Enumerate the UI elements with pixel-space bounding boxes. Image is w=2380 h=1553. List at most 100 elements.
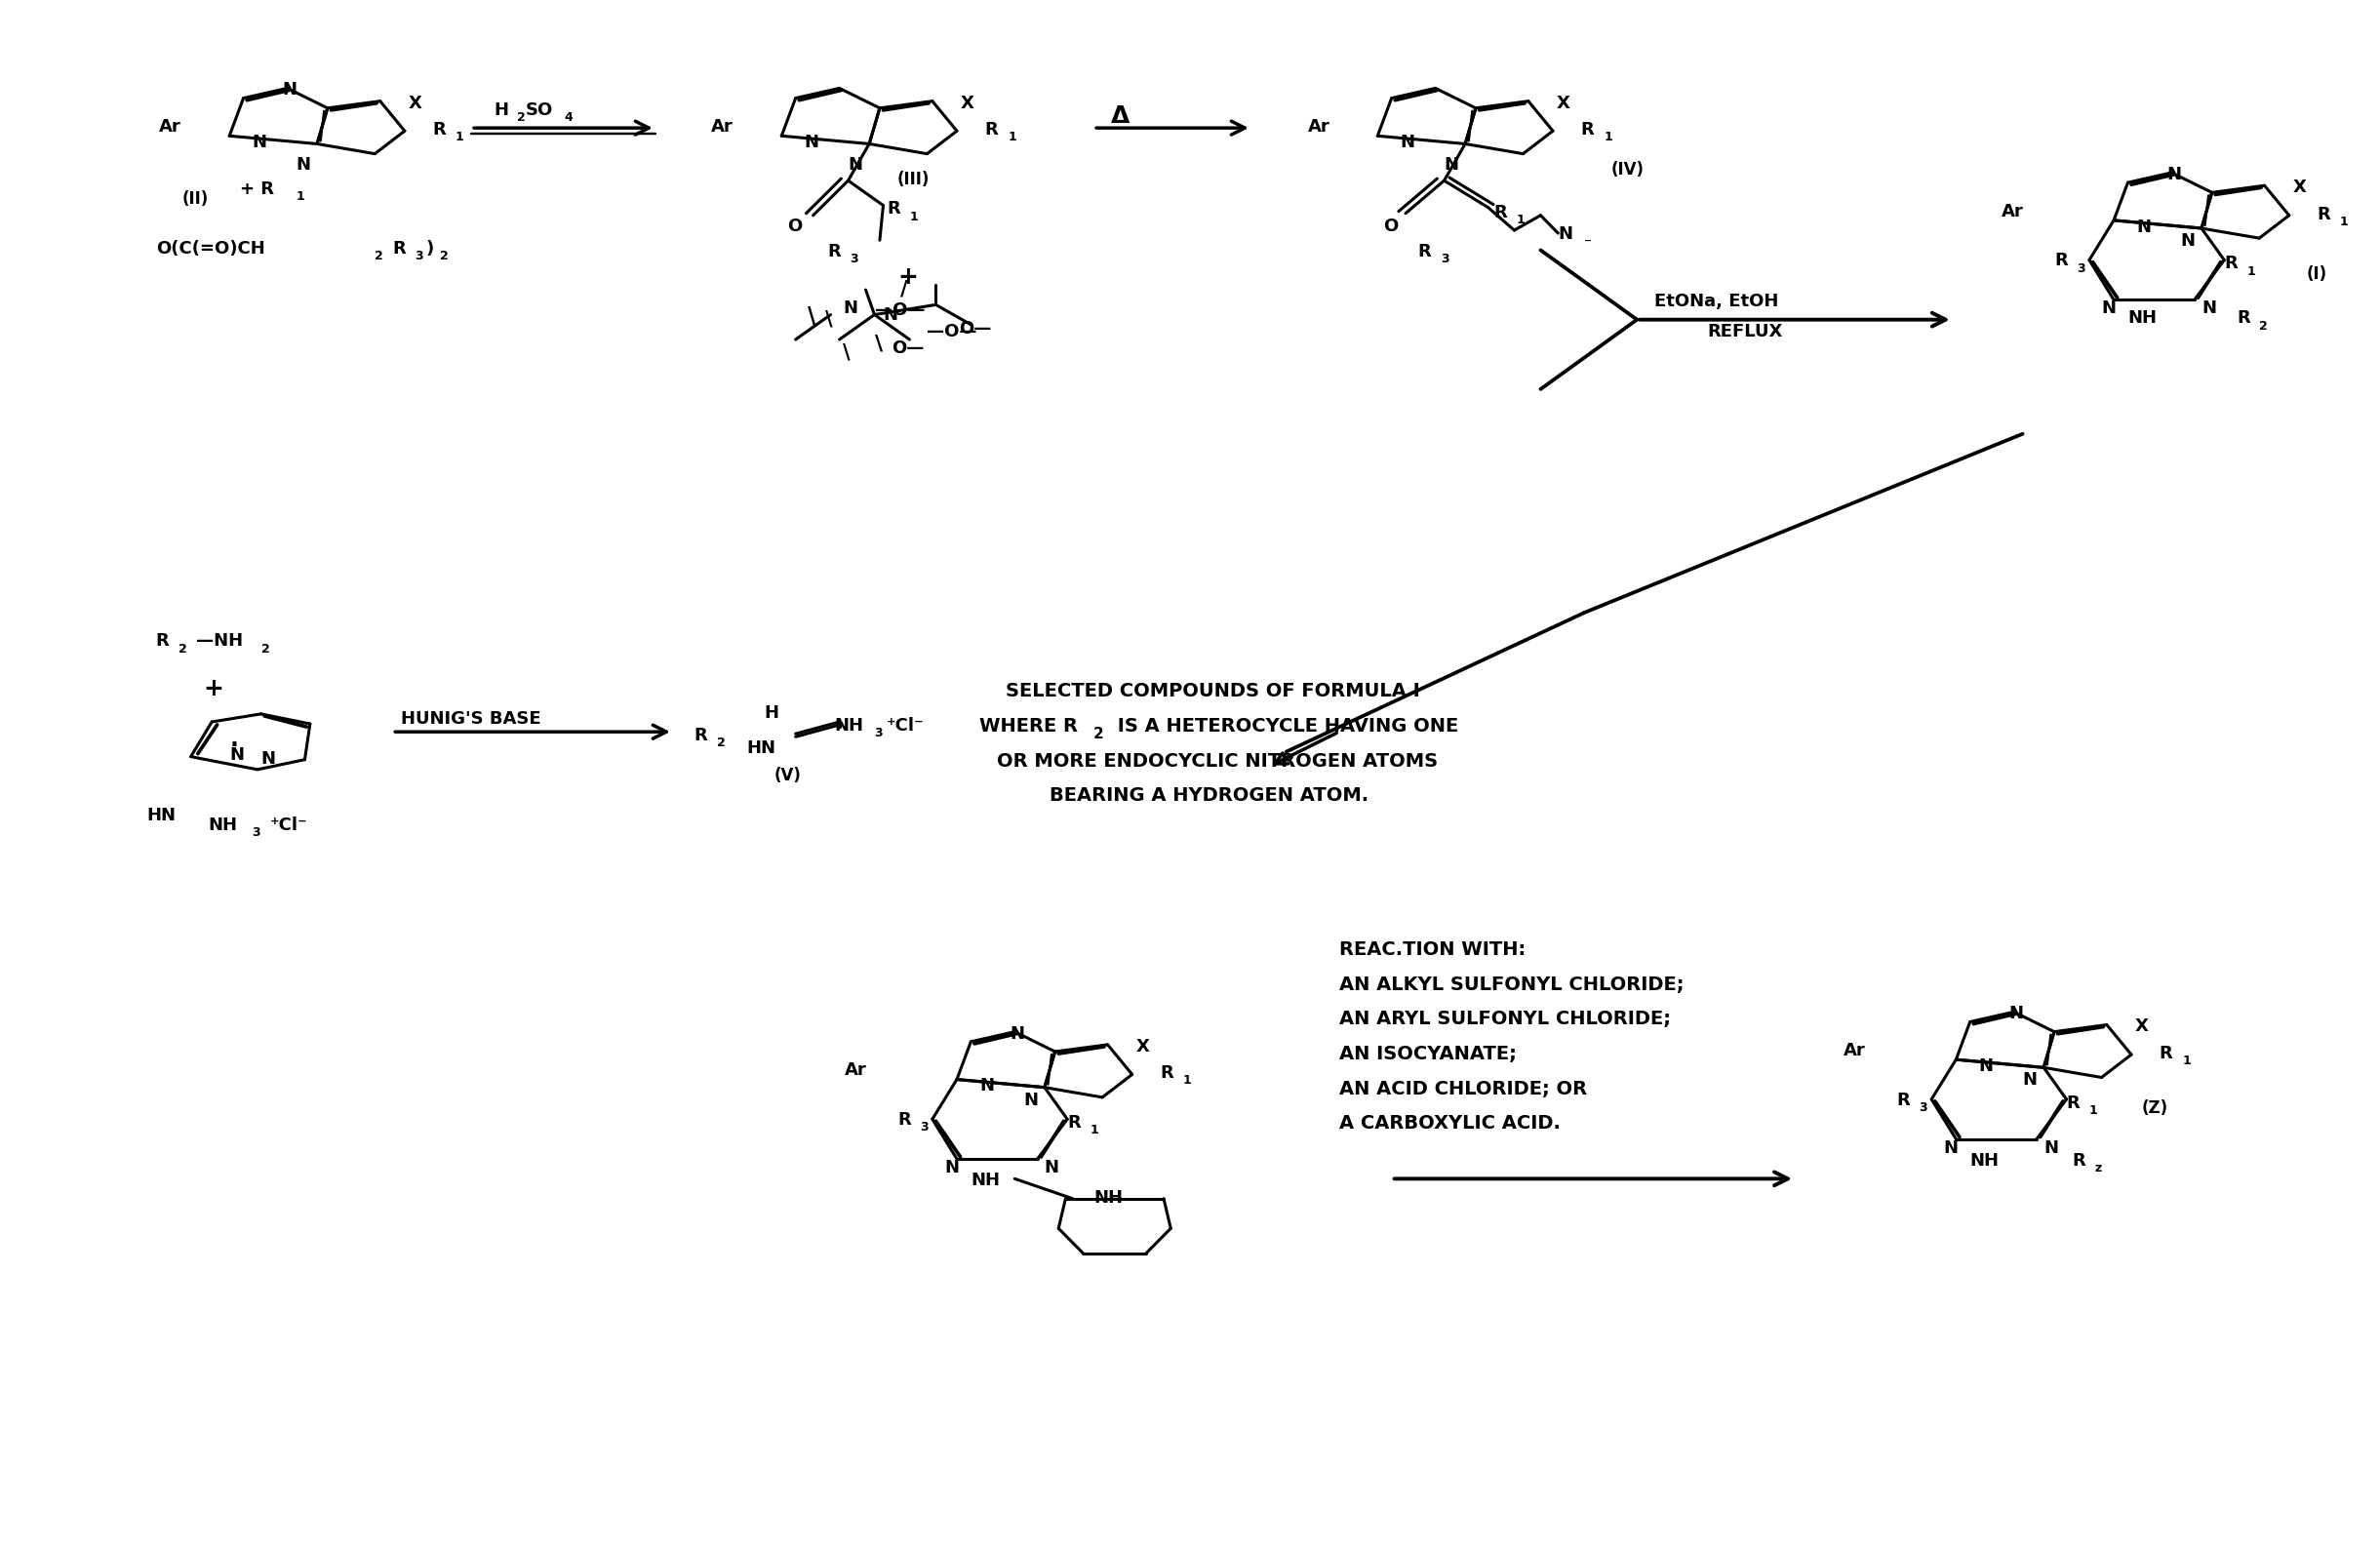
- Text: BEARING A HYDROGEN ATOM.: BEARING A HYDROGEN ATOM.: [1050, 786, 1368, 804]
- Text: 2: 2: [262, 643, 269, 655]
- Text: 1: 1: [295, 191, 305, 203]
- Text: (IV): (IV): [1611, 160, 1645, 179]
- Text: N: N: [2102, 300, 2116, 317]
- Text: 1: 1: [1090, 1124, 1100, 1137]
- Text: X: X: [409, 95, 421, 112]
- Text: R: R: [2225, 255, 2237, 273]
- Text: EtONa, EtOH: EtONa, EtOH: [1654, 294, 1778, 311]
- Text: 2: 2: [716, 736, 726, 750]
- Text: X: X: [1135, 1037, 1150, 1056]
- Text: SO: SO: [526, 101, 552, 118]
- Text: Ar: Ar: [159, 118, 181, 135]
- Text: + R: + R: [240, 180, 274, 199]
- Text: 1: 1: [1007, 130, 1016, 143]
- Text: —O—: —O—: [873, 301, 926, 320]
- Text: N: N: [252, 134, 267, 152]
- Text: 2: 2: [178, 643, 188, 655]
- Text: A CARBOXYLIC ACID.: A CARBOXYLIC ACID.: [1340, 1114, 1561, 1132]
- Text: N: N: [945, 1159, 959, 1177]
- Text: NH: NH: [209, 817, 238, 834]
- Text: R: R: [2066, 1095, 2080, 1112]
- Text: R: R: [2159, 1045, 2173, 1062]
- Text: 1: 1: [455, 130, 464, 143]
- Text: N: N: [262, 750, 276, 767]
- Text: R: R: [2054, 252, 2068, 270]
- Text: Ar: Ar: [2002, 202, 2023, 221]
- Text: (I): (I): [2306, 266, 2328, 283]
- Text: R: R: [1897, 1092, 1909, 1109]
- Text: R: R: [1159, 1064, 1173, 1082]
- Text: 1: 1: [1604, 130, 1611, 143]
- Text: 3: 3: [921, 1121, 928, 1134]
- Text: 2: 2: [376, 250, 383, 262]
- Text: R: R: [155, 632, 169, 651]
- Text: HN: HN: [747, 739, 776, 758]
- Text: N: N: [883, 307, 897, 325]
- Text: NH: NH: [971, 1173, 1000, 1190]
- Text: N: N: [2180, 233, 2194, 250]
- Text: 2: 2: [440, 250, 447, 262]
- Text: N: N: [2137, 219, 2152, 236]
- Text: O(C(=O)CH: O(C(=O)CH: [155, 241, 264, 258]
- Text: HUNIG'S BASE: HUNIG'S BASE: [402, 710, 540, 727]
- Text: 3: 3: [2078, 262, 2085, 275]
- Text: N: N: [2009, 1005, 2023, 1022]
- Text: NH: NH: [1092, 1188, 1123, 1207]
- Text: R: R: [828, 244, 840, 261]
- Text: /: /: [900, 280, 909, 300]
- Text: R: R: [695, 727, 707, 744]
- Text: AN ISOCYANATE;: AN ISOCYANATE;: [1340, 1045, 1516, 1064]
- Text: R: R: [897, 1112, 912, 1129]
- Text: R: R: [1492, 203, 1507, 221]
- Text: 4: 4: [564, 112, 574, 124]
- Text: N: N: [1978, 1058, 1994, 1075]
- Text: X: X: [2292, 179, 2306, 196]
- Text: \: \: [826, 309, 833, 329]
- Text: REFLUX: REFLUX: [1706, 323, 1783, 340]
- Text: IS A HETEROCYCLE HAVING ONE: IS A HETEROCYCLE HAVING ONE: [1111, 717, 1459, 736]
- Text: 1: 1: [2340, 216, 2349, 228]
- Text: N: N: [804, 134, 819, 152]
- Text: N: N: [228, 747, 245, 764]
- Text: \: \: [873, 334, 883, 354]
- Text: (V): (V): [774, 767, 802, 784]
- Text: REAC.TION WITH:: REAC.TION WITH:: [1340, 941, 1526, 958]
- Text: Ar: Ar: [1307, 118, 1330, 135]
- Text: N: N: [1023, 1092, 1038, 1109]
- Text: R: R: [1066, 1114, 1081, 1132]
- Text: +: +: [897, 266, 919, 289]
- Text: 2: 2: [2259, 320, 2268, 332]
- Text: Δ: Δ: [1111, 104, 1130, 127]
- Text: N: N: [2023, 1072, 2037, 1089]
- Text: Ar: Ar: [712, 118, 733, 135]
- Text: WHERE R: WHERE R: [981, 717, 1078, 736]
- Text: \: \: [807, 304, 816, 328]
- Text: N: N: [281, 81, 298, 99]
- Text: O: O: [1383, 217, 1397, 235]
- Text: X: X: [1557, 95, 1571, 112]
- Text: 3: 3: [414, 250, 424, 262]
- Text: X: X: [962, 95, 973, 112]
- Text: R: R: [2071, 1152, 2085, 1169]
- Text: (II): (II): [181, 191, 209, 208]
- Text: N: N: [1045, 1159, 1059, 1177]
- Text: R: R: [1418, 244, 1430, 261]
- Text: OR MORE ENDOCYCLIC NITROGEN ATOMS: OR MORE ENDOCYCLIC NITROGEN ATOMS: [997, 752, 1438, 770]
- Text: R: R: [888, 200, 900, 217]
- Text: 1: 1: [2247, 266, 2256, 278]
- Text: 3: 3: [1918, 1101, 1928, 1114]
- Text: \: \: [843, 343, 850, 362]
- Text: ⁻: ⁻: [1585, 238, 1592, 252]
- Text: R: R: [433, 121, 445, 138]
- Text: Ar: Ar: [1844, 1042, 1866, 1059]
- Text: NH: NH: [2128, 309, 2156, 328]
- Text: SELECTED COMPOUNDS OF FORMULA I: SELECTED COMPOUNDS OF FORMULA I: [1007, 682, 1421, 700]
- Text: 1: 1: [1516, 213, 1526, 227]
- Text: 2: 2: [516, 112, 526, 124]
- Text: N: N: [981, 1078, 995, 1095]
- Text: AN ALKYL SULFONYL CHLORIDE;: AN ALKYL SULFONYL CHLORIDE;: [1340, 975, 1683, 994]
- Text: NH: NH: [1971, 1152, 1999, 1169]
- Text: R: R: [2237, 309, 2249, 328]
- Text: H: H: [764, 704, 778, 722]
- Text: H: H: [495, 101, 509, 118]
